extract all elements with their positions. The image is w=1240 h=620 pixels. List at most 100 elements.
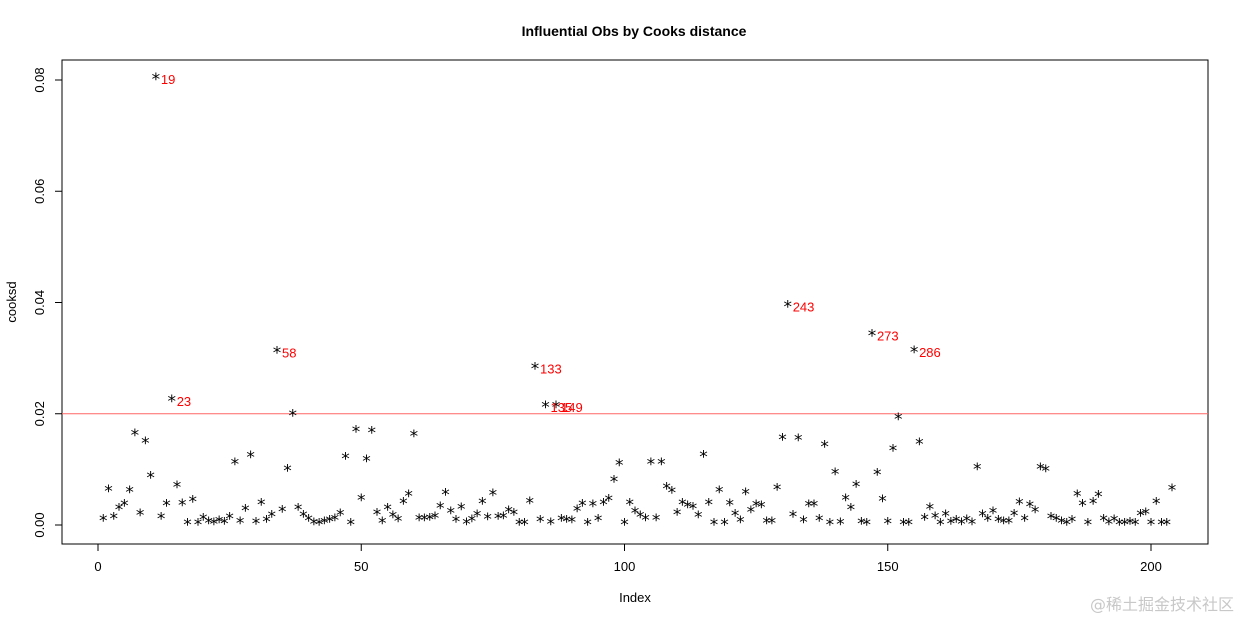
data-point: * bbox=[231, 455, 240, 475]
data-point: * bbox=[999, 514, 1008, 534]
data-point: * bbox=[1073, 487, 1082, 507]
data-point: * bbox=[436, 499, 445, 519]
data-point: * bbox=[594, 512, 603, 532]
data-point: * bbox=[131, 426, 140, 446]
data-point: * bbox=[647, 455, 656, 475]
data-point: * bbox=[1147, 515, 1156, 535]
data-point: * bbox=[215, 513, 224, 533]
data-point: * bbox=[204, 514, 213, 534]
data-point: * bbox=[410, 427, 419, 447]
data-point: * bbox=[110, 509, 119, 529]
data-point: * bbox=[1105, 515, 1114, 535]
data-point: * bbox=[241, 502, 250, 522]
data-point: * bbox=[852, 478, 861, 498]
outlier-label: 286 bbox=[919, 345, 941, 360]
data-point: * bbox=[378, 514, 387, 534]
data-point: * bbox=[604, 492, 613, 512]
data-point: * bbox=[1010, 507, 1019, 527]
data-point: * bbox=[404, 487, 413, 507]
x-tick-label: 0 bbox=[94, 559, 101, 574]
data-point: * bbox=[304, 512, 313, 532]
data-point: * bbox=[815, 512, 824, 532]
x-tick-label: 150 bbox=[877, 559, 899, 574]
data-point: * bbox=[547, 515, 556, 535]
data-point: * bbox=[120, 497, 129, 517]
data-point: * bbox=[1084, 515, 1093, 535]
data-point: * bbox=[1120, 515, 1129, 535]
data-point: * bbox=[194, 515, 203, 535]
data-point: * bbox=[1110, 512, 1119, 532]
data-point: * bbox=[689, 499, 698, 519]
data-point: * bbox=[920, 510, 929, 530]
data-point: * bbox=[589, 497, 598, 517]
data-point: * bbox=[1052, 512, 1061, 532]
data-point: * bbox=[189, 493, 198, 513]
data-point: * bbox=[1157, 515, 1166, 535]
data-point: * bbox=[1068, 513, 1077, 533]
y-tick-label: 0.00 bbox=[32, 512, 47, 537]
data-point: * bbox=[447, 504, 456, 524]
data-point: * bbox=[652, 511, 661, 531]
data-point: * bbox=[515, 515, 524, 535]
data-point: * bbox=[973, 460, 982, 480]
data-point: * bbox=[167, 392, 176, 412]
data-point: * bbox=[568, 513, 577, 533]
data-point: * bbox=[362, 452, 371, 472]
data-point: * bbox=[257, 495, 266, 515]
data-point: * bbox=[931, 509, 940, 529]
data-point: * bbox=[962, 512, 971, 532]
data-point: * bbox=[1031, 503, 1040, 523]
data-point: * bbox=[947, 514, 956, 534]
data-point: * bbox=[1099, 512, 1108, 532]
data-point: * bbox=[805, 497, 814, 517]
data-point: * bbox=[331, 511, 340, 531]
data-point: * bbox=[383, 500, 392, 520]
data-point: * bbox=[636, 508, 645, 528]
data-point: * bbox=[462, 515, 471, 535]
data-point: * bbox=[510, 505, 519, 525]
data-point: * bbox=[173, 478, 182, 498]
data-point: * bbox=[841, 491, 850, 511]
data-points: ****************************************… bbox=[99, 70, 1176, 536]
data-point: * bbox=[468, 512, 477, 532]
data-point: * bbox=[694, 508, 703, 528]
data-point: * bbox=[104, 482, 113, 502]
x-axis: 0 50 100 150 200 bbox=[94, 543, 1162, 574]
data-point: * bbox=[794, 431, 803, 451]
data-point: * bbox=[394, 512, 403, 532]
data-point: * bbox=[810, 497, 819, 517]
data-point: * bbox=[1089, 494, 1098, 514]
data-point: * bbox=[1094, 488, 1103, 508]
data-point: * bbox=[210, 515, 219, 535]
data-point: * bbox=[520, 515, 529, 535]
data-point: * bbox=[905, 515, 914, 535]
data-point: * bbox=[578, 497, 587, 517]
data-point: * bbox=[389, 508, 398, 528]
data-point: * bbox=[1005, 514, 1014, 534]
data-point: * bbox=[699, 448, 708, 468]
data-point: * bbox=[1036, 460, 1045, 480]
data-point: * bbox=[431, 509, 440, 529]
data-point: * bbox=[1015, 495, 1024, 515]
data-point: * bbox=[336, 506, 345, 526]
data-point: * bbox=[831, 465, 840, 485]
data-point: * bbox=[125, 483, 134, 503]
data-point: * bbox=[252, 514, 261, 534]
outlier-label: 23 bbox=[177, 394, 191, 409]
data-point: * bbox=[704, 495, 713, 515]
data-point: * bbox=[583, 515, 592, 535]
data-point: * bbox=[289, 406, 298, 426]
data-point: * bbox=[178, 496, 187, 516]
data-point: * bbox=[936, 515, 945, 535]
x-tick-label: 200 bbox=[1140, 559, 1162, 574]
data-point: * bbox=[884, 514, 893, 534]
data-point: * bbox=[889, 441, 898, 461]
data-point: * bbox=[868, 326, 877, 346]
y-axis-title: cooksd bbox=[4, 281, 19, 322]
data-point: * bbox=[968, 515, 977, 535]
data-point: * bbox=[1057, 514, 1066, 534]
data-point: * bbox=[152, 70, 161, 90]
data-point: * bbox=[294, 500, 303, 520]
